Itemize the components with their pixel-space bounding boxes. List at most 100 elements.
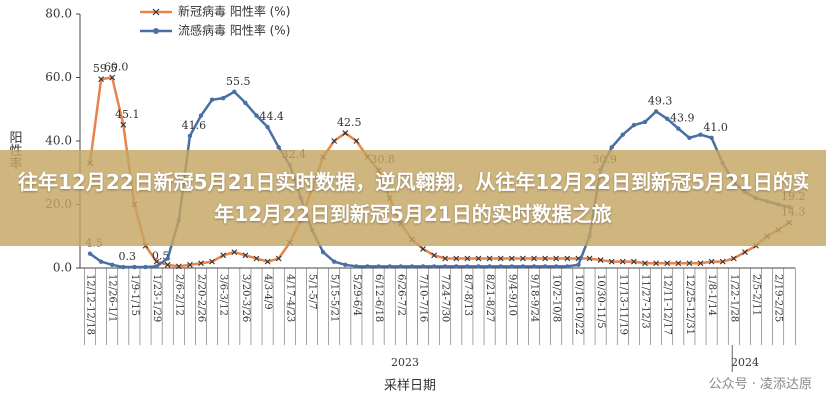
data-point <box>542 264 548 269</box>
data-point <box>697 260 704 267</box>
data-label: 49.3 <box>648 94 673 107</box>
data-point <box>476 264 481 269</box>
x-tick-label: 7/10-7/16 <box>418 274 429 322</box>
data-point <box>719 258 726 265</box>
data-point <box>165 256 170 261</box>
x-tick-label: 12/11-12/17 <box>662 274 673 335</box>
data-label: 41.0 <box>703 121 728 134</box>
data-point <box>709 135 714 141</box>
y-tick-label: 40.0 <box>45 134 72 148</box>
data-label: 43.9 <box>670 112 695 125</box>
data-point <box>665 116 670 121</box>
banner-line: 往年12月22日新冠5月21日实时数据，逆风翱翔，从往年12月22日到新冠5月2… <box>18 170 808 194</box>
data-point <box>454 264 459 269</box>
data-point <box>475 255 482 262</box>
x-tick-label: 6/12-6/18 <box>373 274 384 322</box>
data-point <box>243 100 248 106</box>
data-point <box>275 255 282 262</box>
data-point <box>676 126 681 131</box>
data-point <box>631 122 637 128</box>
data-point <box>508 255 515 262</box>
data-point <box>154 264 159 269</box>
data-point <box>409 264 415 269</box>
data-point <box>153 258 160 265</box>
data-point <box>520 264 526 269</box>
data-point <box>464 255 471 262</box>
data-point <box>553 255 560 262</box>
data-point <box>220 252 227 259</box>
data-point <box>576 262 581 268</box>
x-tick-label: 2/6-2/12 <box>173 274 184 316</box>
x-tick-label: 9/4-9/10 <box>506 274 517 316</box>
banner: 往年12月22日新冠5月21日实时数据，逆风翱翔，从往年12月22日到新冠5月2… <box>0 150 826 246</box>
data-point <box>431 264 437 269</box>
data-point <box>609 145 614 150</box>
data-point <box>198 113 204 118</box>
legend-label: 流感病毒 阳性率 (%) <box>178 23 290 38</box>
x-tick-label: 10/2-10/8 <box>551 274 562 322</box>
x-tick-label: 11/13-11/19 <box>617 274 628 335</box>
data-point <box>564 255 571 262</box>
x-tick-label: 4/3-4/9 <box>262 274 273 310</box>
data-point <box>542 255 548 262</box>
data-point <box>487 264 492 269</box>
data-point <box>498 264 503 269</box>
data-point <box>121 264 126 270</box>
data-point <box>597 257 604 263</box>
data-point <box>554 264 559 269</box>
data-point <box>187 261 193 268</box>
year-label: 2024 <box>731 356 759 369</box>
x-tick-label: 8/21-8/27 <box>484 274 495 322</box>
x-axis-label: 采样日期 <box>384 379 436 394</box>
data-point <box>509 264 514 269</box>
data-point <box>175 263 182 270</box>
data-point <box>143 264 148 270</box>
data-point <box>620 132 625 137</box>
data-point <box>253 255 260 262</box>
x-tick-label: 3/20-3/26 <box>240 274 251 322</box>
data-point <box>520 255 526 262</box>
legend-marker <box>153 28 159 34</box>
x-tick-label: 11/27-12/3 <box>640 274 651 329</box>
data-point <box>420 264 426 269</box>
data-point <box>365 264 370 269</box>
data-point <box>398 264 403 269</box>
data-label: 0.3 <box>119 250 137 263</box>
data-point <box>453 255 460 262</box>
x-tick-label: 7/24-7/30 <box>440 274 451 322</box>
data-point <box>187 133 193 139</box>
data-point <box>254 113 259 118</box>
x-tick-label: 1/22-1/28 <box>728 274 739 322</box>
x-tick-label: 12/25-12/31 <box>684 274 695 335</box>
data-point <box>242 252 249 259</box>
data-point <box>565 264 570 269</box>
data-point <box>387 264 392 269</box>
data-point <box>619 258 626 265</box>
data-point <box>376 264 381 269</box>
data-point <box>586 255 593 262</box>
data-point <box>209 97 215 102</box>
data-point <box>354 264 359 269</box>
data-point <box>486 255 493 262</box>
data-point <box>353 138 360 144</box>
series-line <box>89 90 790 269</box>
x-tick-label: 8/7-8/13 <box>462 274 473 316</box>
x-tick-label: 1/9-1/15 <box>129 274 140 316</box>
x-tick-label: 5/15-5/21 <box>329 274 340 322</box>
data-point <box>109 74 116 81</box>
data-point <box>431 252 437 259</box>
x-tick-label: 10/30-11/5 <box>595 274 606 329</box>
data-point <box>698 132 703 137</box>
x-tick-label: 6/26-7/2 <box>395 274 406 316</box>
data-point <box>653 260 659 267</box>
data-point <box>708 258 715 265</box>
data-point <box>443 264 448 269</box>
legend-label: 新冠病毒 阳性率 (%) <box>178 4 290 19</box>
data-point <box>164 261 171 268</box>
data-point <box>642 119 648 125</box>
data-point <box>420 246 426 252</box>
series-line <box>88 76 790 268</box>
year-label: 2023 <box>391 356 419 369</box>
data-point <box>631 258 637 265</box>
